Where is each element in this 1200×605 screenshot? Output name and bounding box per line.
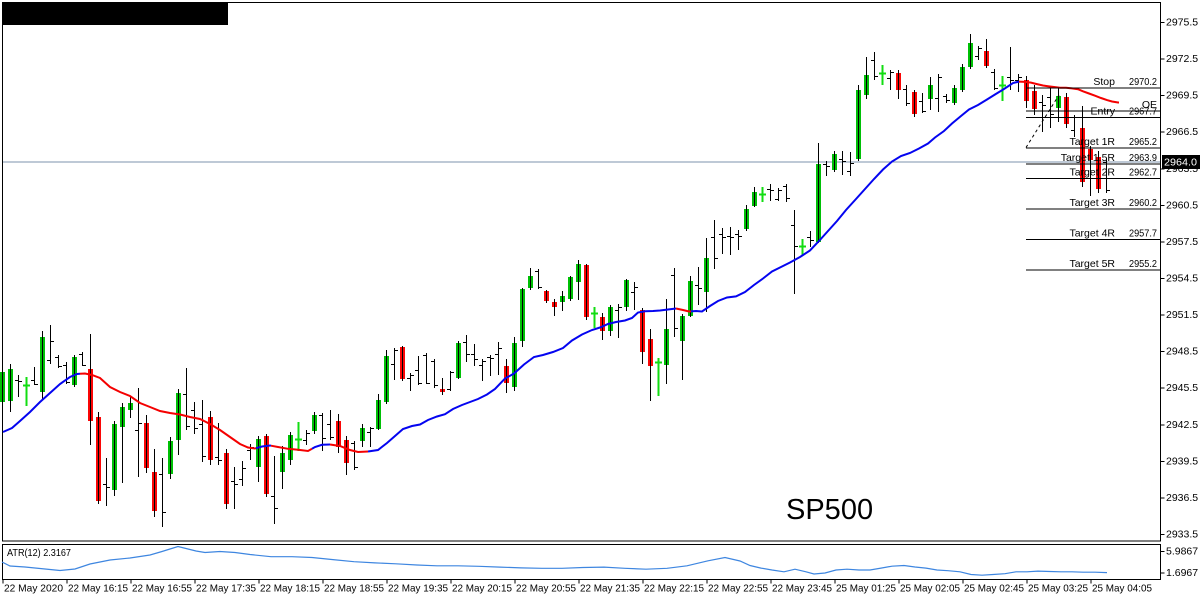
svg-text:2963.9: 2963.9 (1129, 152, 1157, 164)
svg-text:2960.5: 2960.5 (1166, 199, 1198, 211)
svg-text:22 May 18:15: 22 May 18:15 (260, 583, 320, 595)
svg-text:Target 2R: Target 2R (1069, 167, 1115, 179)
svg-text:25 May 01:25: 25 May 01:25 (836, 583, 896, 595)
svg-text:22 May 22:15: 22 May 22:15 (644, 583, 704, 595)
svg-text:ATR(12) 2.3167: ATR(12) 2.3167 (7, 547, 71, 559)
svg-text:1.6967: 1.6967 (1166, 567, 1198, 579)
svg-text:2955.2: 2955.2 (1129, 258, 1157, 270)
svg-text:22 May 21:35: 22 May 21:35 (580, 583, 640, 595)
svg-text:22 May 19:35: 22 May 19:35 (388, 583, 448, 595)
svg-text:25 May 03:25: 25 May 03:25 (1028, 583, 1088, 595)
svg-text:Stop: Stop (1093, 76, 1115, 88)
svg-text:2957.5: 2957.5 (1166, 236, 1198, 248)
svg-text:2954.5: 2954.5 (1166, 272, 1198, 284)
svg-text:25 May 02:45: 25 May 02:45 (964, 583, 1024, 595)
svg-text:Target 5R: Target 5R (1069, 258, 1115, 270)
svg-text:SP500: SP500 (786, 494, 873, 526)
svg-text:2939.5: 2939.5 (1166, 455, 1198, 467)
svg-text:2962.7: 2962.7 (1129, 167, 1157, 179)
svg-text:22 May 23:45: 22 May 23:45 (772, 583, 832, 595)
svg-text:2960.2: 2960.2 (1129, 197, 1157, 209)
svg-text:OE: OE (1142, 99, 1157, 111)
svg-text:22 May 2020: 22 May 2020 (4, 583, 63, 595)
svg-text:22 May 18:55: 22 May 18:55 (324, 583, 384, 595)
svg-text:Entry: Entry (1090, 106, 1115, 118)
svg-text:2936.5: 2936.5 (1166, 492, 1198, 504)
svg-text:Target 1R: Target 1R (1069, 136, 1115, 148)
svg-text:2972.5: 2972.5 (1166, 53, 1198, 65)
svg-text:22 May 16:55: 22 May 16:55 (132, 583, 192, 595)
svg-text:22 May 20:55: 22 May 20:55 (516, 583, 576, 595)
svg-text:Target 4R: Target 4R (1069, 228, 1115, 240)
svg-text:22 May 16:15: 22 May 16:15 (68, 583, 128, 595)
svg-text:2969.5: 2969.5 (1166, 90, 1198, 102)
svg-text:2965.2: 2965.2 (1129, 136, 1157, 148)
svg-text:2970.2: 2970.2 (1129, 76, 1157, 88)
svg-text:2948.5: 2948.5 (1166, 346, 1198, 358)
svg-text:2975.5: 2975.5 (1166, 17, 1198, 29)
svg-text:22 May 17:35: 22 May 17:35 (196, 583, 256, 595)
svg-text:2945.5: 2945.5 (1166, 382, 1198, 394)
svg-text:Target 1.5R: Target 1.5R (1061, 152, 1116, 164)
svg-text:25 May 02:05: 25 May 02:05 (900, 583, 960, 595)
svg-text:22 May 22:55: 22 May 22:55 (708, 583, 768, 595)
svg-text:22 May 20:15: 22 May 20:15 (452, 583, 512, 595)
svg-text:2964.0: 2964.0 (1164, 157, 1197, 169)
svg-text:Target 3R: Target 3R (1069, 197, 1115, 209)
svg-text:5.9867: 5.9867 (1166, 546, 1198, 558)
svg-text:2967.7: 2967.7 (1129, 106, 1157, 118)
svg-text:25 May 04:05: 25 May 04:05 (1092, 583, 1152, 595)
svg-text:2951.5: 2951.5 (1166, 309, 1198, 321)
svg-text:2957.7: 2957.7 (1129, 228, 1157, 240)
svg-text:2966.5: 2966.5 (1166, 126, 1198, 138)
svg-text:2942.5: 2942.5 (1166, 419, 1198, 431)
svg-text:2933.5: 2933.5 (1166, 528, 1198, 540)
